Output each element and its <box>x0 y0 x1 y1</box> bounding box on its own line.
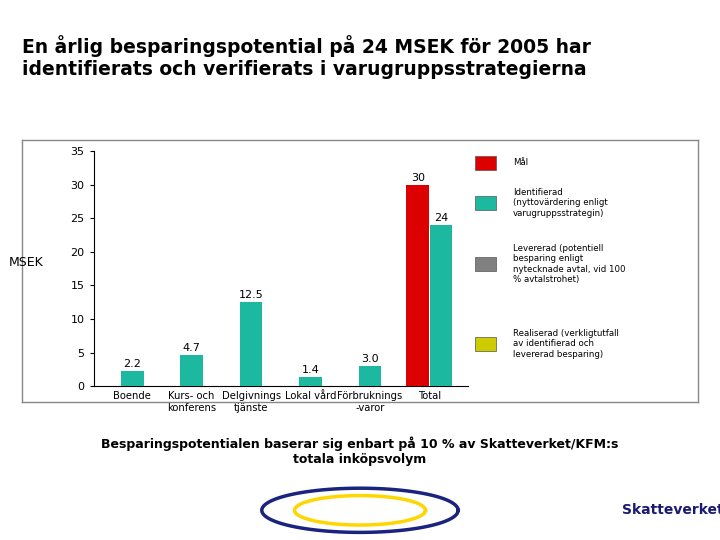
FancyBboxPatch shape <box>475 156 496 170</box>
Text: Identifierad besparingspotential 2005, MSEK: Identifierad besparingspotential 2005, M… <box>192 124 528 137</box>
Text: Identifierad
(nyttovärdering enligt
varugruppsstrategin): Identifierad (nyttovärdering enligt varu… <box>513 188 608 218</box>
Text: 4.7: 4.7 <box>183 342 201 353</box>
FancyBboxPatch shape <box>475 337 496 351</box>
Bar <box>240 302 262 386</box>
Text: 1.4: 1.4 <box>302 364 320 375</box>
Bar <box>181 355 203 386</box>
Bar <box>430 225 452 386</box>
Text: 2.2: 2.2 <box>123 359 141 369</box>
Text: Realiserad (verkligtutfall
av identifierad och
levererad besparing): Realiserad (verkligtutfall av identifier… <box>513 329 618 359</box>
Text: 30: 30 <box>411 173 425 183</box>
Text: 3.0: 3.0 <box>361 354 379 364</box>
Text: Mål: Mål <box>513 158 528 167</box>
Text: Besparingspotentialen baserar sig enbart på 10 % av Skatteverket/KFM:s
totala in: Besparingspotentialen baserar sig enbart… <box>102 436 618 465</box>
FancyBboxPatch shape <box>475 257 496 271</box>
Text: En årlig besparingspotential på 24 MSEK för 2005 har
identifierats och verifiera: En årlig besparingspotential på 24 MSEK … <box>22 35 590 79</box>
Bar <box>121 372 143 386</box>
Bar <box>407 185 429 386</box>
Text: 12.5: 12.5 <box>239 290 264 300</box>
Text: Skatteverket: Skatteverket <box>622 503 720 517</box>
FancyBboxPatch shape <box>475 196 496 210</box>
Bar <box>300 377 322 386</box>
Bar <box>359 366 381 386</box>
Y-axis label: MSEK: MSEK <box>9 255 44 268</box>
Text: Levererad (potentiell
besparing enligt
nytecknade avtal, vid 100
% avtalstrohet): Levererad (potentiell besparing enligt n… <box>513 244 625 284</box>
Text: 24: 24 <box>434 213 448 223</box>
